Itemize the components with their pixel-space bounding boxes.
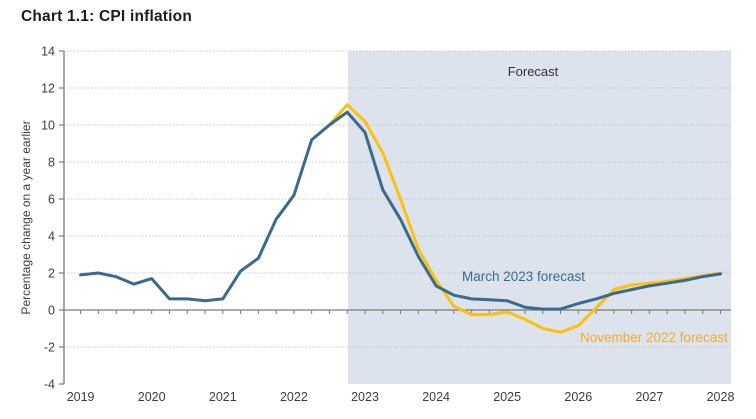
y-axis-tick-label: 8: [48, 155, 55, 169]
x-axis-year-label: 2025: [493, 390, 521, 404]
x-axis-year-label: 2026: [564, 390, 592, 404]
y-axis-tick-label: 2: [48, 266, 55, 280]
x-axis-year-label: 2023: [351, 390, 379, 404]
november-2022-forecast-label: November 2022 forecast: [580, 330, 728, 345]
x-axis-year-label: 2024: [422, 390, 450, 404]
x-axis-year-label: 2022: [280, 390, 308, 404]
forecast-shaded-region: [347, 51, 731, 384]
y-axis-tick-label: 12: [41, 81, 55, 95]
x-axis-year-label: 2028: [707, 390, 735, 404]
forecast-region-label: Forecast: [508, 64, 559, 79]
march-2023-forecast-line: [79, 110, 722, 311]
y-axis-tick-label: 10: [41, 118, 55, 132]
y-axis-tick-label: 14: [41, 44, 55, 58]
chart-title: Chart 1.1: CPI inflation: [21, 8, 193, 25]
march-2023-forecast-label: March 2023 forecast: [462, 269, 585, 284]
x-axis-year-label: 2020: [138, 390, 166, 404]
y-axis-tick-label: 4: [48, 229, 55, 243]
y-axis-tick-label: 0: [48, 303, 55, 317]
y-axis-tick-label: -2: [44, 340, 55, 354]
y-axis-title: Percentage change on a year earlier: [19, 120, 33, 314]
y-axis-tick-label: -4: [44, 377, 55, 391]
x-axis-year-label: 2021: [209, 390, 237, 404]
y-axis-tick-label: 6: [48, 192, 55, 206]
x-axis-year-label: 2019: [67, 390, 95, 404]
november-2022-forecast-line: [327, 103, 722, 334]
x-axis-year-label: 2027: [635, 390, 663, 404]
